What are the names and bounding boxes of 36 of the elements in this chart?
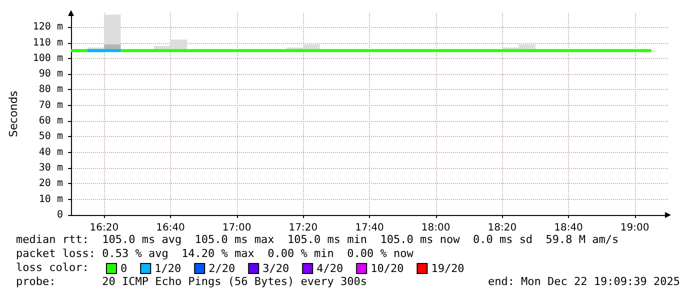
x-tick-label: 18:00 (421, 222, 450, 234)
y-tick-label: 120 m (32, 22, 63, 33)
legend-label: 0 (120, 262, 128, 275)
y-tick-label: 100 m (32, 52, 63, 64)
x-tick-label: 18:20 (488, 222, 517, 234)
text: packet loss: 0.53 % avg 14.20 % max 0.00 % min 0.00 % now (16, 247, 414, 260)
x-tick-label: 16:40 (156, 222, 185, 234)
x-tick-label: 19:00 (620, 222, 650, 234)
x-tick-label: 16:20 (90, 222, 119, 234)
y-tick-label: 50 m (38, 131, 63, 142)
bar (104, 14, 121, 44)
y-tick-label: 40 m (38, 146, 63, 158)
legend-label: 4/20 (316, 262, 344, 275)
x-tick-label: 17:00 (222, 222, 252, 234)
legend-label: 3/20 (262, 262, 290, 275)
y-tick-label: 80 m (38, 84, 63, 96)
y-tick-label: 30 m (38, 162, 63, 174)
y-tick-label: 60 m (38, 116, 63, 127)
text: median rtt: 105.0 ms avg 105.0 ms max 105.0 ms min 105.0 ms now 0.0 ms sd 59.8 M am/s (16, 233, 619, 246)
y-tick-label: 10 m (38, 194, 63, 205)
x-tick-label: 17:20 (288, 222, 318, 234)
legend-label: 10/20 (370, 262, 404, 275)
legend-label: 1/20 (154, 262, 182, 275)
legend-label: 2/20 (208, 262, 236, 275)
y-tick-label: 110 m (32, 37, 63, 48)
text: probe: 20 ICMP Echo Pings (56 Bytes) every 300s (16, 275, 367, 288)
x-tick-label: 17:40 (355, 222, 384, 234)
text: loss color: (16, 261, 89, 274)
y-tick-label: 20 m (38, 178, 63, 190)
y-axis-title: Seconds (7, 90, 20, 138)
y-tick-label: 70 m (38, 100, 63, 111)
y-tick-label: 0 (56, 210, 63, 220)
text: end: Mon Dec 22 19:09:39 2025 (488, 275, 680, 288)
legend-label: 19/20 (431, 262, 464, 275)
y-tick-label: 90 m (38, 68, 63, 80)
x-tick-label: 18:40 (554, 222, 583, 234)
